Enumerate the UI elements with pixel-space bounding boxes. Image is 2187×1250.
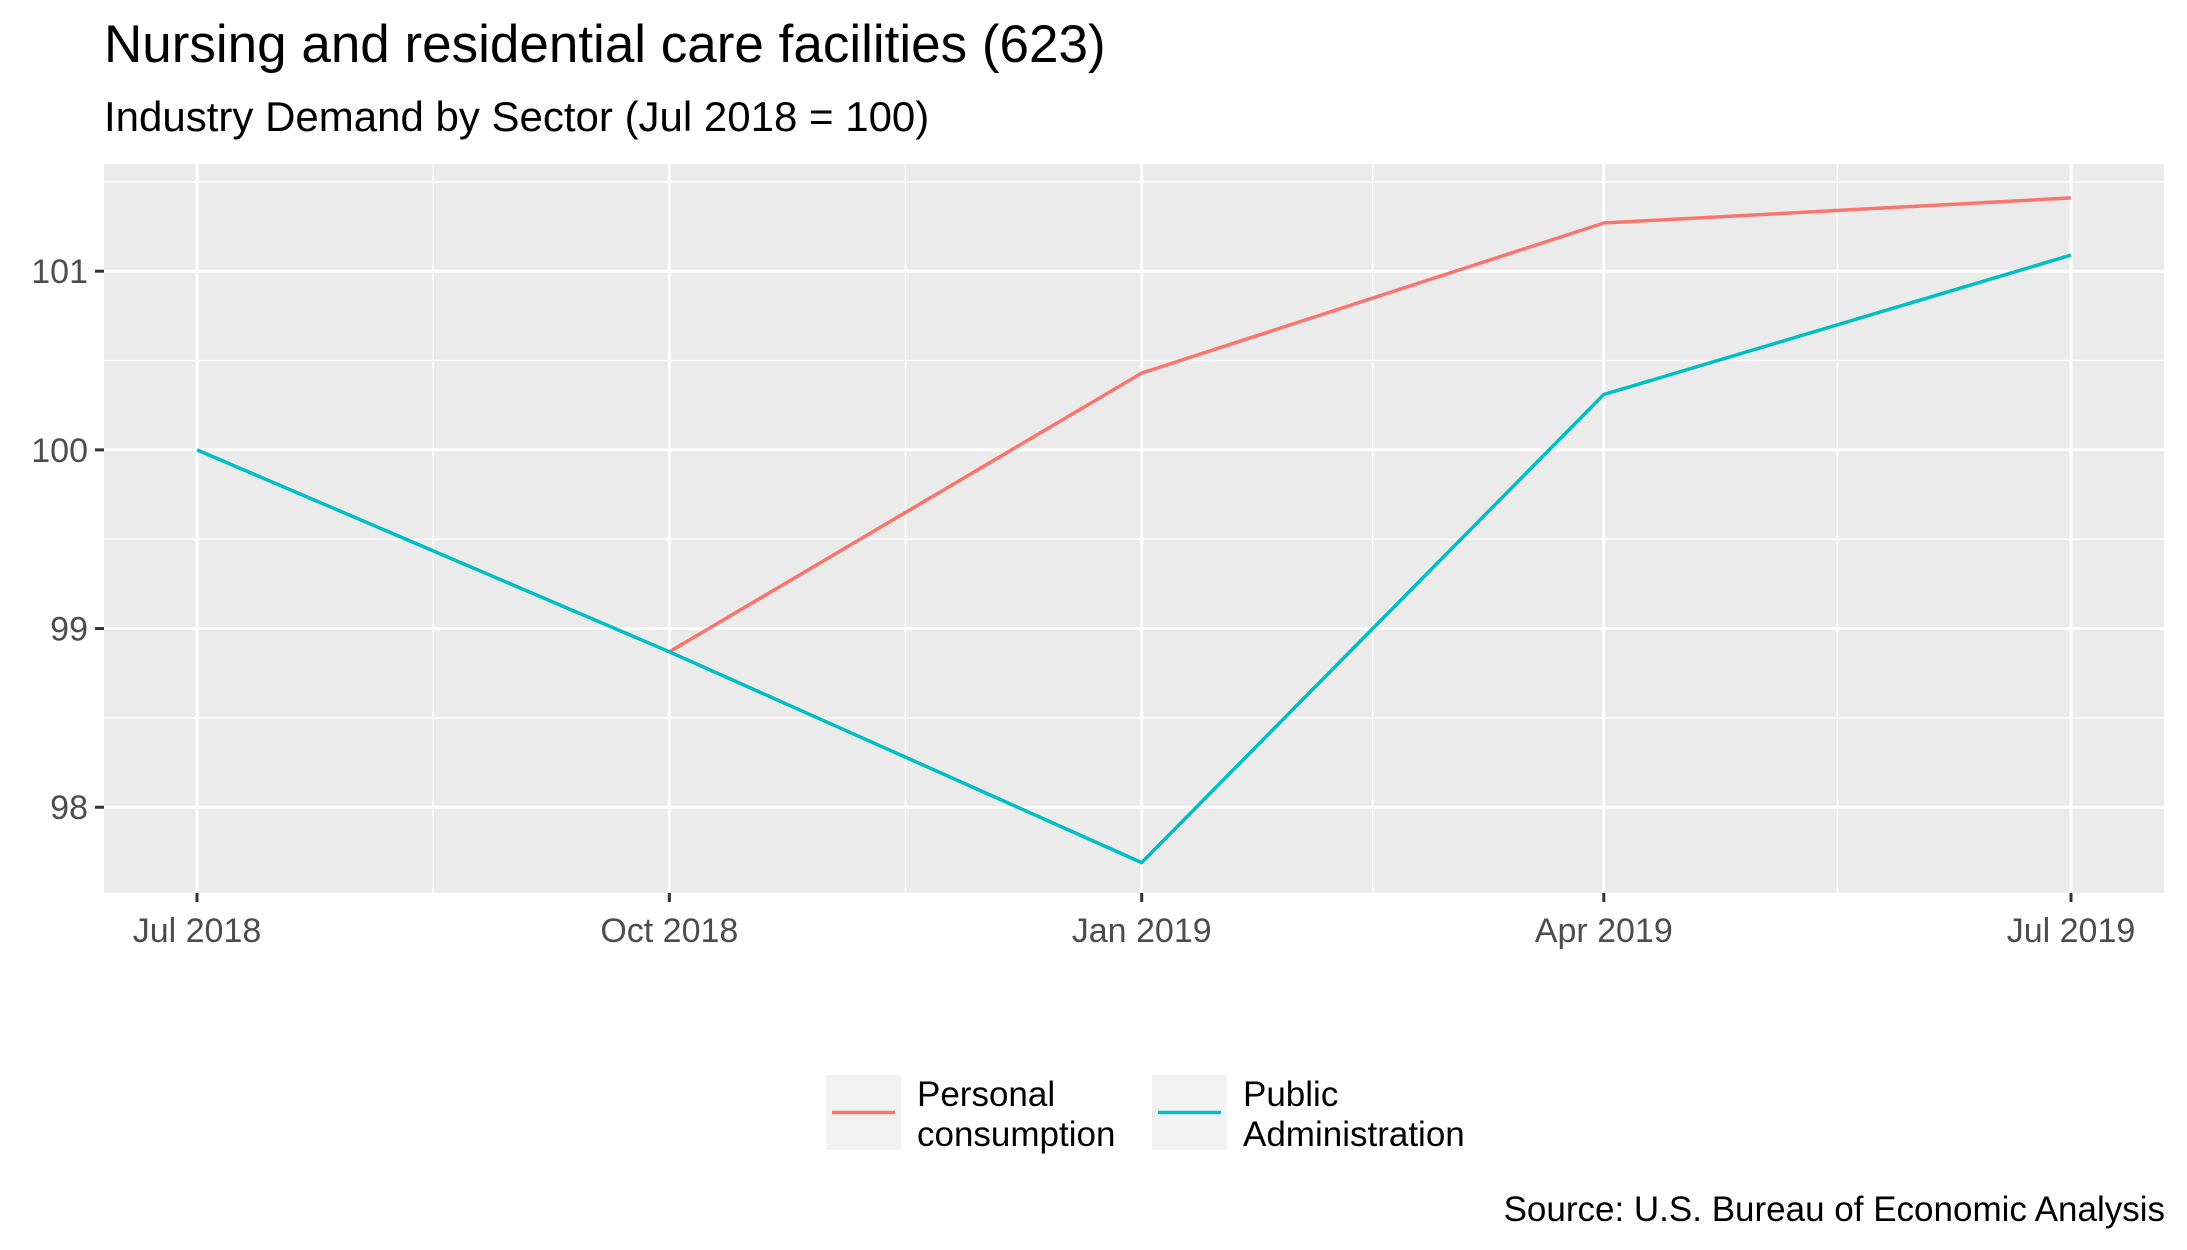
y-axis: 98 99 100 101 — [31, 253, 104, 827]
y-tick-label: 100 — [31, 432, 88, 470]
chart-caption: Source: U.S. Bureau of Economic Analysis — [1504, 1190, 2165, 1229]
major-gridlines — [104, 164, 2164, 893]
minor-gridlines — [104, 164, 2164, 893]
legend-label: consumption — [917, 1115, 1115, 1154]
plot-panel — [104, 164, 2164, 893]
x-axis: Jul 2018 Oct 2018 Jan 2019 Apr 2019 Jul 2019 — [133, 893, 2136, 950]
legend-label: Public — [1243, 1075, 1338, 1114]
y-tick-label: 98 — [50, 789, 88, 827]
y-tick-label: 101 — [31, 253, 88, 291]
chart-title: Nursing and residential care facilities … — [104, 15, 1106, 74]
x-tick-label: Jan 2019 — [1072, 912, 1212, 950]
x-tick-label: Jul 2019 — [2007, 912, 2136, 950]
series-line — [668, 196, 2072, 654]
x-tick-label: Jul 2018 — [133, 912, 262, 950]
series-line — [196, 253, 2072, 865]
series-lines — [196, 196, 2072, 865]
legend-label: Administration — [1243, 1115, 1465, 1154]
y-tick-label: 99 — [50, 611, 88, 649]
x-tick-label: Oct 2018 — [600, 912, 738, 950]
x-tick-label: Apr 2019 — [1535, 912, 1673, 950]
legend-label: Personal — [917, 1075, 1055, 1114]
chart-subtitle: Industry Demand by Sector (Jul 2018 = 10… — [104, 93, 929, 140]
